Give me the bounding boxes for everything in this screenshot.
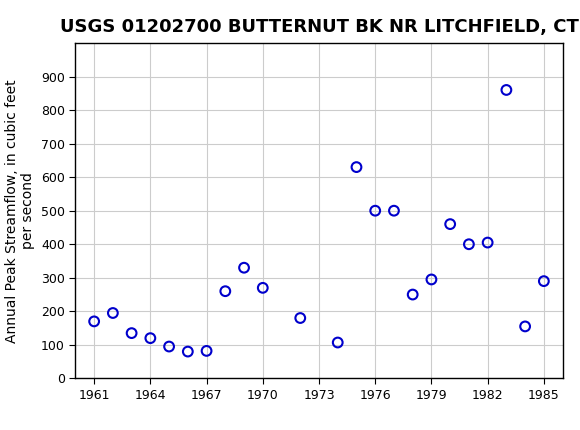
Point <box>483 239 492 246</box>
Point <box>296 315 305 322</box>
Point <box>89 318 99 325</box>
Point <box>183 348 193 355</box>
Point <box>333 339 342 346</box>
Y-axis label: Annual Peak Streamflow, in cubic feet
per second: Annual Peak Streamflow, in cubic feet pe… <box>5 79 35 343</box>
Point <box>258 284 267 291</box>
Point <box>539 278 549 285</box>
Title: USGS 01202700 BUTTERNUT BK NR LITCHFIELD, CT: USGS 01202700 BUTTERNUT BK NR LITCHFIELD… <box>60 18 578 36</box>
Point <box>445 221 455 227</box>
Point <box>240 264 249 271</box>
Point <box>371 207 380 214</box>
Text: ╳USGS: ╳USGS <box>6 8 64 31</box>
Point <box>165 343 174 350</box>
Point <box>389 207 398 214</box>
Point <box>127 330 136 337</box>
Point <box>408 291 418 298</box>
Point <box>108 310 118 316</box>
Point <box>427 276 436 283</box>
Point <box>202 347 211 354</box>
Point <box>520 323 530 330</box>
Point <box>502 86 511 93</box>
Point <box>146 335 155 341</box>
Point <box>464 241 473 248</box>
Point <box>352 164 361 171</box>
Point <box>220 288 230 295</box>
